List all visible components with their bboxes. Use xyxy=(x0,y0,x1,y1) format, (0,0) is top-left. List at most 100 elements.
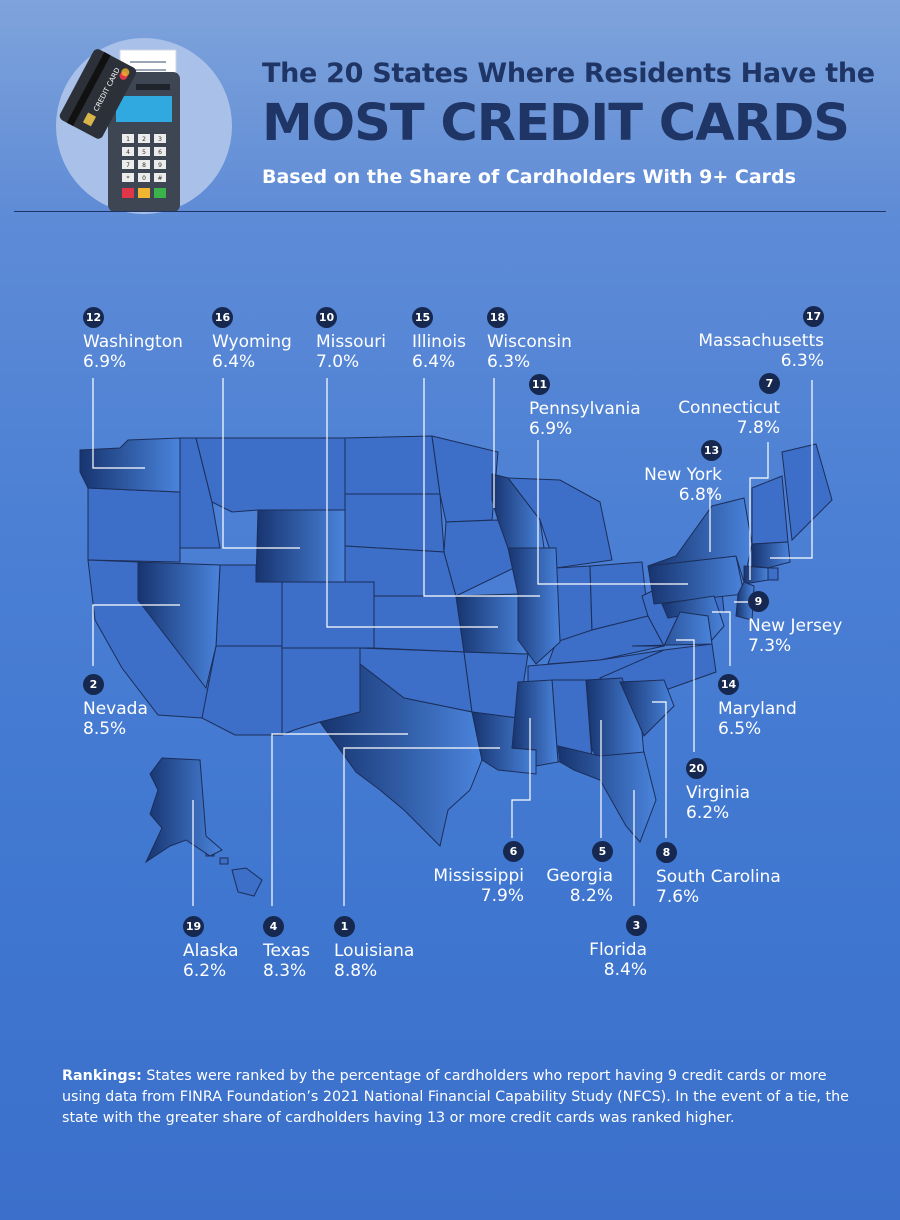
state-vermont-nh xyxy=(751,475,789,545)
label-mississippi: 6 Mississippi 7.9% xyxy=(433,841,524,906)
rank-badge: 13 xyxy=(701,440,722,461)
rank-badge: 19 xyxy=(183,916,204,937)
state-percent: 7.3% xyxy=(748,636,792,656)
state-percent: 8.4% xyxy=(603,960,647,980)
state-name: Alaska xyxy=(183,941,239,961)
label-missouri: 10 Missouri 7.0% xyxy=(316,306,386,372)
state-name: Wisconsin xyxy=(487,332,572,352)
state-virginia xyxy=(631,611,713,647)
rank-badge: 10 xyxy=(316,307,337,328)
state-missouri xyxy=(455,593,529,655)
methodology-text: States were ranked by the percentage of … xyxy=(62,1068,849,1126)
state-percent: 6.2% xyxy=(686,803,730,823)
state-hawaii-isle2 xyxy=(219,857,229,865)
label-new-jersey: 9 New Jersey 7.3% xyxy=(748,590,842,656)
leader-nevada xyxy=(92,604,180,666)
rank-badge: 8 xyxy=(656,842,677,863)
rank-badge: 2 xyxy=(83,674,104,695)
keypad-key: 3 xyxy=(158,136,162,143)
keypad-key: 8 xyxy=(142,162,146,169)
state-percent: 7.6% xyxy=(656,887,700,907)
subtitle: Based on the Share of Cardholders With 9… xyxy=(262,166,796,188)
state-florida xyxy=(557,745,657,843)
label-new-york: 13 New York 6.8% xyxy=(644,440,722,505)
leader-south-carolina xyxy=(652,701,667,838)
leader-connecticut xyxy=(749,442,769,580)
state-massachusetts xyxy=(751,541,791,569)
state-name: Illinois xyxy=(412,332,466,352)
state-idaho xyxy=(179,437,221,549)
rank-badge: 5 xyxy=(592,841,613,862)
rank-badge: 7 xyxy=(759,373,780,394)
state-hawaii xyxy=(231,867,263,897)
label-connecticut: 7 Connecticut 7.8% xyxy=(678,373,780,438)
label-south-carolina: 8 South Carolina 7.6% xyxy=(656,841,781,907)
state-south-dakota xyxy=(344,493,445,553)
state-mississippi xyxy=(511,679,559,767)
rank-badge: 6 xyxy=(503,841,524,862)
label-maryland: 14 Maryland 6.5% xyxy=(718,673,797,739)
state-rhode-island xyxy=(767,567,779,581)
rank-badge: 20 xyxy=(686,758,707,779)
state-percent: 6.9% xyxy=(83,352,127,372)
label-texas: 4 Texas 8.3% xyxy=(263,915,310,981)
state-percent: 6.3% xyxy=(487,352,531,372)
cancel-key xyxy=(122,188,134,198)
state-montana xyxy=(195,437,346,513)
rank-badge: 14 xyxy=(718,674,739,695)
leader-texas xyxy=(271,733,408,906)
state-iowa xyxy=(443,519,519,597)
state-new-jersey xyxy=(735,581,755,621)
leader-washington xyxy=(92,378,145,469)
state-percent: 8.3% xyxy=(263,961,307,981)
state-name: Wyoming xyxy=(212,332,292,352)
state-name: Connecticut xyxy=(678,398,780,418)
state-name: Washington xyxy=(83,332,183,352)
keypad-key: 1 xyxy=(126,136,130,143)
rank-badge: 15 xyxy=(412,307,433,328)
clear-key xyxy=(138,188,150,198)
state-maine xyxy=(781,443,833,542)
methodology-note: Rankings: States were ranked by the perc… xyxy=(62,1066,852,1129)
state-illinois xyxy=(507,547,561,665)
state-washington xyxy=(79,437,181,493)
terminal-screen xyxy=(116,96,172,122)
rank-badge: 3 xyxy=(626,915,647,936)
leader-missouri xyxy=(326,378,498,628)
state-percent: 6.4% xyxy=(412,352,456,372)
state-name: Missouri xyxy=(316,332,386,352)
keypad-key: 2 xyxy=(142,136,146,143)
label-washington: 12 Washington 6.9% xyxy=(83,306,183,372)
rank-badge: 18 xyxy=(487,307,508,328)
state-indiana xyxy=(555,565,593,643)
state-percent: 7.0% xyxy=(316,352,360,372)
state-name: South Carolina xyxy=(656,867,781,887)
us-map xyxy=(79,378,833,906)
state-percent: 6.3% xyxy=(780,351,824,371)
title-line-2: MOST CREDIT CARDS xyxy=(262,94,850,153)
leader-virginia xyxy=(676,639,695,752)
state-wyoming xyxy=(255,509,346,583)
state-name: New Jersey xyxy=(748,616,843,636)
state-kansas xyxy=(373,595,465,653)
state-percent: 6.9% xyxy=(529,419,573,439)
keypad-key: 0 xyxy=(142,175,146,182)
state-name: Mississippi xyxy=(433,866,524,886)
label-georgia: 5 Georgia 8.2% xyxy=(546,841,613,906)
rank-badge: 1 xyxy=(334,916,355,937)
keypad-key: 9 xyxy=(158,162,162,169)
rank-badge: 16 xyxy=(212,307,233,328)
keypad-key: 7 xyxy=(126,162,130,169)
rank-badge: 4 xyxy=(263,916,284,937)
rank-badge: 9 xyxy=(748,591,769,612)
enter-key xyxy=(154,188,166,198)
state-name: Nevada xyxy=(83,699,148,719)
label-illinois: 15 Illinois 6.4% xyxy=(412,306,466,372)
state-new-york xyxy=(647,497,753,584)
state-wisconsin xyxy=(491,473,545,549)
leader-pennsylvania xyxy=(537,440,688,585)
state-percent: 6.2% xyxy=(183,961,227,981)
label-nevada: 2 Nevada 8.5% xyxy=(83,673,148,739)
leader-wyoming xyxy=(222,378,300,549)
label-alaska: 19 Alaska 6.2% xyxy=(183,915,239,981)
